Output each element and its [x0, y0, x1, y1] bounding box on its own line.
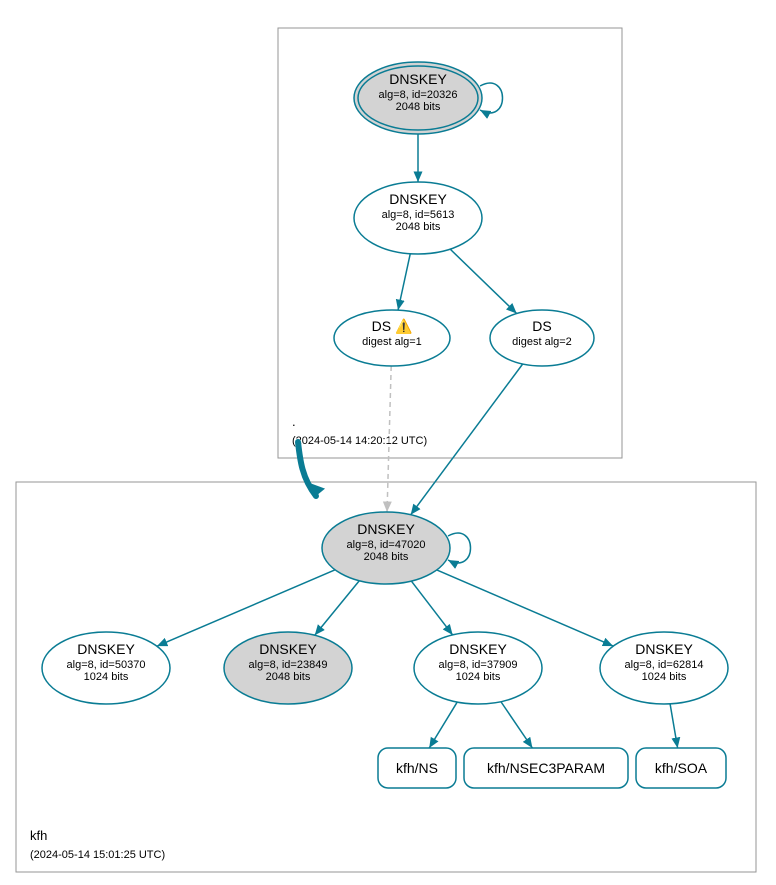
svg-text:digest alg=1: digest alg=1: [362, 336, 422, 348]
svg-text:DNSKEY: DNSKEY: [77, 641, 135, 657]
svg-text:kfh/SOA: kfh/SOA: [655, 760, 708, 776]
kfh-ns: kfh/NS: [378, 748, 456, 788]
svg-text:alg=8, id=62814: alg=8, id=62814: [625, 659, 704, 671]
svg-text:DS ⚠️: DS ⚠️: [372, 318, 413, 335]
svg-text:DS: DS: [532, 318, 551, 334]
svg-text:2048 bits: 2048 bits: [364, 551, 409, 563]
svg-text:2048 bits: 2048 bits: [396, 101, 441, 113]
svg-text:2048 bits: 2048 bits: [396, 221, 441, 233]
ds-alg1: DS ⚠️digest alg=1: [334, 310, 450, 366]
svg-text:1024 bits: 1024 bits: [84, 671, 129, 683]
svg-text:alg=8, id=23849: alg=8, id=23849: [249, 659, 328, 671]
svg-text:alg=8, id=20326: alg=8, id=20326: [379, 89, 458, 101]
kfh-soa: kfh/SOA: [636, 748, 726, 788]
zone-timestamp: (2024-05-14 14:20:12 UTC): [292, 435, 427, 447]
svg-text:DNSKEY: DNSKEY: [389, 71, 447, 87]
zone-label: kfh: [30, 828, 47, 843]
svg-text:alg=8, id=47020: alg=8, id=47020: [347, 539, 426, 551]
svg-text:DNSKEY: DNSKEY: [449, 641, 507, 657]
svg-text:alg=8, id=37909: alg=8, id=37909: [439, 659, 518, 671]
dnskey-37909: DNSKEY alg=8, id=379091024 bits: [414, 632, 542, 704]
dnskey-62814: DNSKEY alg=8, id=628141024 bits: [600, 632, 728, 704]
svg-text:alg=8, id=5613: alg=8, id=5613: [382, 209, 455, 221]
dnskey-50370: DNSKEY alg=8, id=503701024 bits: [42, 632, 170, 704]
svg-text:digest alg=2: digest alg=2: [512, 336, 572, 348]
svg-text:1024 bits: 1024 bits: [642, 671, 687, 683]
dnskey-23849: DNSKEY alg=8, id=238492048 bits: [224, 632, 352, 704]
svg-text:kfh/NS: kfh/NS: [396, 760, 438, 776]
svg-text:kfh/NSEC3PARAM: kfh/NSEC3PARAM: [487, 760, 605, 776]
ds-alg2: DS digest alg=2: [490, 310, 594, 366]
svg-text:DNSKEY: DNSKEY: [635, 641, 693, 657]
svg-text:alg=8, id=50370: alg=8, id=50370: [67, 659, 146, 671]
svg-text:DNSKEY: DNSKEY: [389, 191, 447, 207]
zone-timestamp: (2024-05-14 15:01:25 UTC): [30, 849, 165, 861]
kfh-nsec3: kfh/NSEC3PARAM: [464, 748, 628, 788]
svg-text:1024 bits: 1024 bits: [456, 671, 501, 683]
svg-text:DNSKEY: DNSKEY: [357, 521, 415, 537]
zone-label: .: [292, 414, 296, 429]
dnskey-5613: DNSKEY alg=8, id=56132048 bits: [354, 182, 482, 254]
svg-text:DNSKEY: DNSKEY: [259, 641, 317, 657]
svg-text:2048 bits: 2048 bits: [266, 671, 311, 683]
